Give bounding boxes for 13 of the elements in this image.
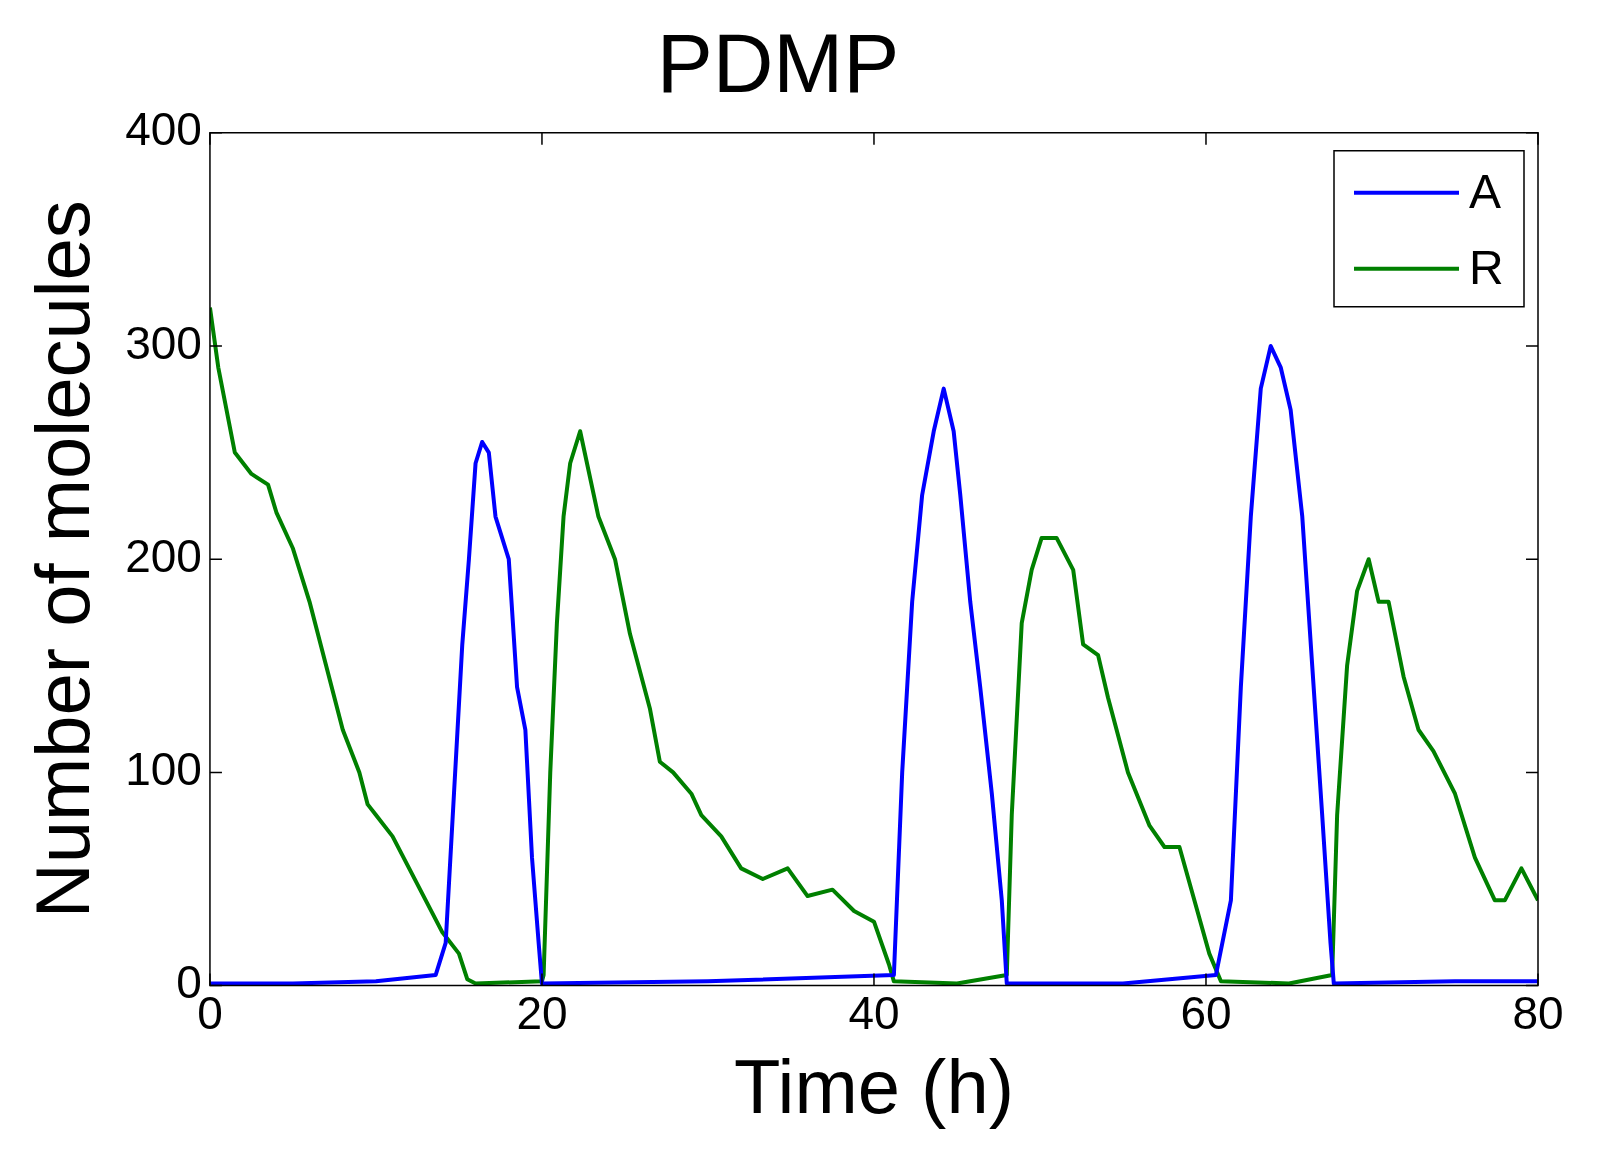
- x-axis-title: Time (h): [733, 1044, 1015, 1130]
- x-tick-label: 20: [516, 986, 568, 1039]
- y-tick-label: 100: [125, 743, 202, 796]
- y-axis-title: Number of molecules: [19, 200, 105, 919]
- x-tick-label: 60: [1180, 986, 1232, 1039]
- y-tick-label: 400: [125, 103, 202, 156]
- x-tick-label: 40: [848, 986, 900, 1039]
- chart-title: PDMP: [656, 15, 900, 110]
- legend-label: A: [1469, 165, 1502, 219]
- legend-label: R: [1469, 241, 1504, 295]
- x-tick-label: 80: [1512, 986, 1564, 1039]
- y-tick-label: 300: [125, 316, 202, 369]
- y-tick-label: 200: [125, 529, 202, 582]
